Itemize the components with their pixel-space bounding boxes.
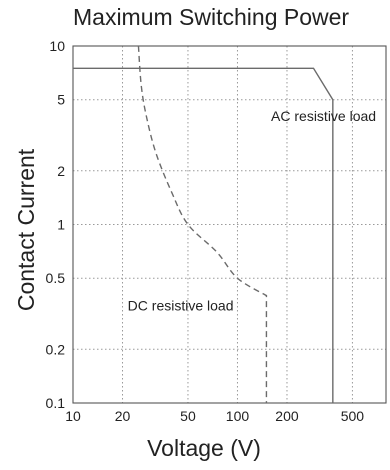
grid bbox=[73, 46, 386, 403]
y-tick-label: 10 bbox=[49, 38, 65, 54]
x-tick-label: 200 bbox=[275, 408, 299, 424]
y-tick-label: 0.2 bbox=[46, 341, 66, 357]
y-tick-label: 1 bbox=[57, 217, 65, 233]
ac-resistive-load-line bbox=[73, 67, 334, 403]
dc-resistive-load-line bbox=[137, 45, 268, 403]
x-tick-label: 50 bbox=[180, 408, 196, 424]
x-tick-label: 100 bbox=[226, 408, 250, 424]
x-tick-label: 10 bbox=[65, 408, 81, 424]
plot-frame bbox=[72, 45, 387, 404]
series-annotation: DC resistive load bbox=[128, 297, 234, 313]
x-tick-label: 500 bbox=[341, 408, 365, 424]
y-tick-label: 2 bbox=[57, 163, 65, 179]
x-tick-label: 20 bbox=[115, 408, 131, 424]
annotations: AC resistive load DC resistive load bbox=[128, 108, 376, 313]
x-axis-title: Voltage (V) bbox=[147, 435, 261, 461]
series-layer bbox=[73, 45, 334, 403]
y-tick-label: 0.1 bbox=[46, 395, 66, 411]
y-axis-title: Contact Current bbox=[13, 148, 39, 311]
chart-title: Maximum Switching Power bbox=[73, 4, 349, 30]
tick-labels: 10 20 50 100 200 500 0.1 0.2 0.5 1 2 5 10 bbox=[46, 38, 365, 424]
y-tick-label: 5 bbox=[57, 92, 65, 108]
series-annotation: AC resistive load bbox=[271, 108, 376, 124]
y-tick-label: 0.5 bbox=[46, 270, 66, 286]
